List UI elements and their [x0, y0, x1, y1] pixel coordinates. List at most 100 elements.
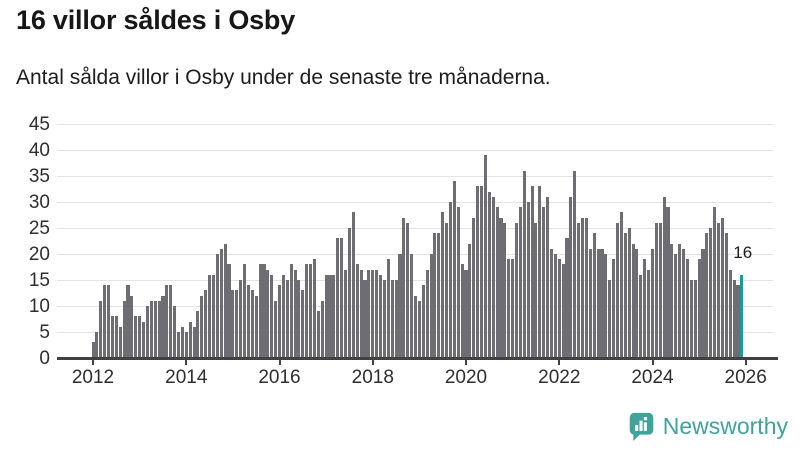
highlighted-bar [740, 274, 744, 358]
bar [316, 311, 320, 358]
x-axis-label: 2016 [258, 367, 301, 388]
bar [297, 280, 301, 358]
bar [336, 238, 340, 358]
bar [99, 300, 103, 358]
gridline [57, 176, 773, 177]
bar [542, 207, 546, 358]
bar [530, 186, 534, 358]
bar [305, 264, 309, 358]
bar [266, 269, 270, 358]
gridline [57, 228, 773, 229]
bar [526, 202, 530, 358]
bar [522, 170, 526, 358]
bar [581, 217, 585, 358]
bar [720, 217, 724, 358]
bar [277, 285, 282, 358]
bar [464, 269, 468, 358]
bar [728, 269, 732, 358]
bar [546, 196, 550, 358]
bar [503, 222, 507, 358]
highlight-value-label: 16 [733, 242, 753, 262]
bar [378, 274, 383, 358]
bar [375, 269, 379, 358]
bar [250, 290, 254, 358]
bar [219, 248, 223, 358]
bar [406, 222, 410, 358]
bar [246, 285, 250, 358]
bar [130, 295, 134, 358]
bar [612, 259, 616, 358]
x-axis-tick [185, 359, 188, 365]
x-axis-tick [558, 359, 561, 365]
bar [309, 264, 313, 358]
bar [666, 207, 670, 358]
bar [200, 295, 204, 358]
bar [495, 207, 499, 358]
gridline [57, 124, 773, 125]
bar [472, 217, 476, 358]
x-axis-tick [278, 359, 281, 365]
x-axis-tick [371, 359, 374, 365]
x-axis-label: 2014 [165, 367, 208, 388]
y-axis-label: 10 [28, 296, 50, 317]
y-axis-label: 30 [28, 192, 50, 213]
bar [732, 280, 736, 358]
bar [596, 248, 600, 358]
bar [604, 254, 608, 358]
bar [433, 233, 437, 358]
bar [678, 243, 682, 358]
bar [235, 290, 239, 358]
bar [149, 300, 153, 358]
gridline [57, 254, 773, 255]
bar [534, 222, 538, 358]
bar [627, 228, 631, 358]
bar [654, 222, 658, 358]
bar [184, 332, 188, 358]
bar [281, 274, 285, 358]
bar [398, 254, 402, 358]
x-axis-label: 2024 [631, 367, 674, 388]
bar [118, 326, 122, 358]
bar [258, 264, 262, 358]
bar [716, 222, 721, 358]
y-axis-label: 25 [28, 218, 50, 239]
bar [211, 274, 216, 358]
bar [153, 300, 157, 358]
bar [650, 248, 655, 358]
bar [293, 269, 297, 358]
bar [631, 243, 635, 358]
bar [724, 233, 728, 358]
bar [643, 259, 647, 358]
bar [344, 269, 348, 358]
bar [639, 274, 643, 358]
bar [359, 269, 363, 358]
bar [231, 290, 235, 358]
bar [491, 196, 495, 358]
bar [468, 243, 472, 358]
bar [553, 254, 557, 358]
bar [511, 259, 515, 358]
bar [262, 264, 266, 358]
bar [243, 264, 247, 358]
bar [592, 233, 596, 358]
bar [425, 269, 429, 358]
bar [460, 264, 464, 358]
bar [647, 269, 651, 358]
x-axis-label: 2022 [538, 367, 581, 388]
bar [437, 233, 441, 358]
bar [507, 259, 511, 358]
x-axis-label: 2018 [351, 367, 394, 388]
bar [371, 269, 375, 358]
gridline [57, 202, 773, 203]
bar [157, 300, 161, 358]
x-axis-tick [465, 359, 467, 365]
bar [223, 243, 227, 358]
bar [670, 243, 674, 358]
bar [693, 280, 697, 358]
bar [514, 222, 519, 358]
bar [538, 186, 542, 358]
bar [417, 300, 421, 358]
bar [713, 207, 717, 358]
bar [413, 295, 418, 358]
